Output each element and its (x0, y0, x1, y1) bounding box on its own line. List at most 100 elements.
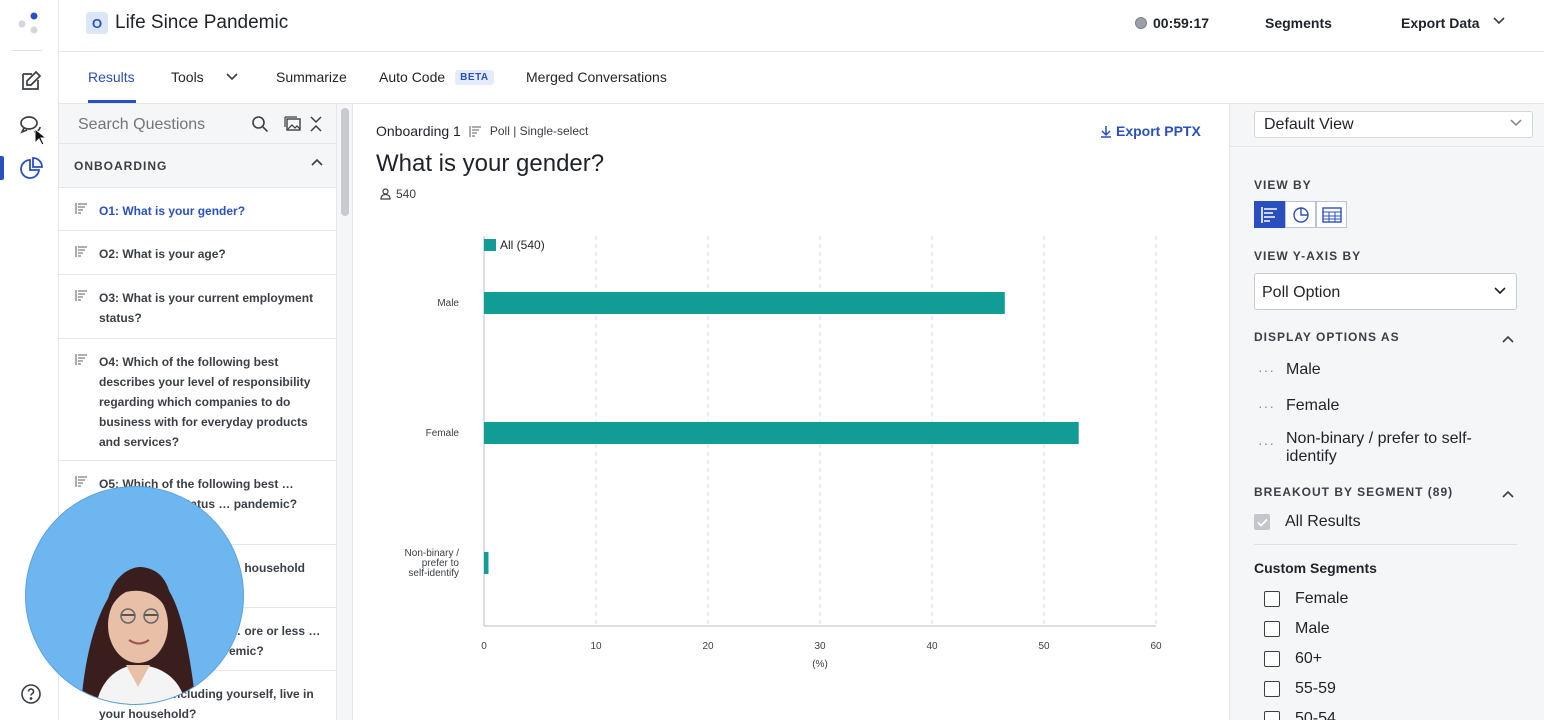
question-id: O1: (99, 204, 120, 218)
tab-summarize-label: Summarize (276, 69, 347, 85)
question-item[interactable]: O3: What is your current employment stat… (59, 275, 336, 339)
y-axis-label: VIEW Y-AXIS BY (1254, 249, 1362, 263)
display-option-label: Female (1286, 397, 1340, 414)
display-option-item[interactable]: ··· Non-binary / prefer to self-identify (1258, 430, 1508, 466)
bar-chart-icon (1260, 206, 1277, 223)
search-icon[interactable] (251, 115, 269, 133)
question-text: What is your gender? (122, 204, 246, 218)
top-header: O Life Since Pandemic 00:59:17 Segments … (59, 0, 1544, 52)
image-gallery-icon[interactable] (284, 115, 302, 133)
person-icon (380, 188, 391, 200)
search-questions-input[interactable] (78, 116, 238, 134)
help-icon[interactable] (18, 681, 44, 707)
segment-checkbox[interactable] (1264, 711, 1280, 720)
project-title: Life Since Pandemic (115, 12, 289, 33)
segment-checkbox[interactable] (1264, 651, 1280, 667)
view-select-value: Default View (1264, 116, 1354, 133)
drag-handle-icon[interactable]: ··· (1258, 362, 1275, 378)
question-item[interactable]: O2: What is your age? (59, 231, 336, 275)
app-logo-icon[interactable] (14, 10, 44, 40)
download-icon (1101, 125, 1111, 138)
scrollbar-thumb[interactable] (341, 108, 349, 216)
all-results-checkbox-row[interactable]: All Results (1254, 513, 1361, 531)
chevron-down-icon (226, 73, 238, 81)
display-option-label: Male (1286, 361, 1321, 378)
chevron-up-icon[interactable] (311, 158, 323, 166)
x-axis-label: (%) (812, 659, 828, 670)
section-header-onboarding[interactable]: ONBOARDING (59, 144, 336, 188)
segment-label: Female (1295, 590, 1349, 607)
chat-bubbles-icon[interactable] (18, 113, 44, 139)
view-select[interactable]: Default View (1254, 111, 1533, 138)
tab-merged-conversations-label: Merged Conversations (526, 69, 667, 85)
display-option-item[interactable]: ··· Male (1258, 361, 1321, 379)
segment-checkbox-row[interactable]: 50-54 (1264, 710, 1336, 720)
x-tick-label: 30 (814, 641, 826, 652)
tab-active-underline (88, 100, 136, 103)
question-type: Poll | Single-select (489, 124, 589, 138)
segment-checkbox-row[interactable]: Male (1264, 620, 1330, 638)
segment-checkbox[interactable] (1264, 681, 1280, 697)
question-item[interactable]: O4: Which of the following best describe… (59, 339, 336, 461)
pie-view-button[interactable] (1285, 201, 1316, 228)
results-main: Onboarding 1 Poll | Single-select Export… (353, 104, 1229, 720)
all-results-checkbox[interactable] (1254, 514, 1270, 530)
view-by-label: VIEW BY (1254, 178, 1312, 192)
y-axis-select[interactable]: Poll Option (1254, 273, 1517, 310)
tab-merged-conversations[interactable]: Merged Conversations (526, 69, 667, 85)
chevron-up-icon[interactable] (1502, 335, 1514, 343)
breakout-label: BREAKOUT BY SEGMENT (89) (1254, 485, 1454, 499)
segment-checkbox-row[interactable]: 60+ (1264, 650, 1322, 668)
timer-status-icon (1135, 17, 1147, 29)
rail-divider (12, 50, 42, 51)
question-id: O2: (99, 247, 120, 261)
tab-tools[interactable]: Tools (171, 69, 238, 85)
check-icon (1256, 518, 1268, 527)
question-text: … ore or less … emic? (229, 624, 321, 658)
chevron-up-icon[interactable] (1502, 490, 1514, 498)
question-item[interactable]: O1: What is your gender? (59, 188, 336, 231)
poll-icon (75, 290, 87, 301)
bar-view-button[interactable] (1254, 201, 1285, 228)
segment-checkbox-row[interactable]: 55-59 (1264, 680, 1336, 698)
crumb-label: Onboarding 1 (376, 123, 461, 139)
export-data-button[interactable]: Export Data (1401, 15, 1480, 31)
category-label: prefer to (422, 558, 460, 569)
tab-results[interactable]: Results (88, 69, 135, 85)
export-pptx-label: Export PPTX (1116, 123, 1201, 139)
display-option-label: Non-binary / prefer to self-identify (1286, 430, 1472, 465)
question-panel-scrollbar[interactable] (337, 104, 353, 720)
table-view-button[interactable] (1316, 201, 1347, 228)
segments-button[interactable]: Segments (1265, 15, 1332, 31)
x-tick-label: 50 (1038, 641, 1050, 652)
mouse-cursor-icon (34, 128, 48, 146)
presenter-photo-icon (81, 567, 196, 704)
collapse-icon[interactable] (310, 116, 322, 132)
pie-chart-icon[interactable] (18, 156, 44, 182)
beta-badge: BETA (455, 69, 494, 85)
tab-auto-code[interactable]: Auto Code BETA (379, 69, 494, 85)
chevron-down-icon[interactable] (1493, 17, 1505, 25)
export-pptx-button[interactable]: Export PPTX (1100, 123, 1201, 139)
segment-divider (1254, 544, 1517, 545)
poll-icon (75, 246, 87, 257)
respondent-count: 540 (380, 187, 416, 201)
edit-icon[interactable] (18, 68, 44, 94)
view-by-toggle (1254, 201, 1347, 228)
chevron-down-icon (1494, 287, 1506, 295)
drag-handle-icon[interactable]: ··· (1258, 435, 1275, 451)
drag-handle-icon[interactable]: ··· (1258, 398, 1275, 414)
chevron-down-icon (1510, 119, 1522, 127)
segment-label: 55-59 (1295, 680, 1336, 697)
question-search-bar (59, 104, 336, 144)
segment-checkbox[interactable] (1264, 591, 1280, 607)
x-tick-label: 60 (1150, 641, 1162, 652)
tab-summarize[interactable]: Summarize (276, 69, 347, 85)
segment-checkbox-row[interactable]: Female (1264, 590, 1348, 608)
display-option-item[interactable]: ··· Female (1258, 397, 1339, 415)
export-data-label: Export Data (1401, 15, 1480, 31)
category-label: Non-binary / (405, 548, 460, 559)
poll-icon (75, 203, 87, 214)
respondent-count-value: 540 (396, 187, 417, 201)
segment-checkbox[interactable] (1264, 621, 1280, 637)
